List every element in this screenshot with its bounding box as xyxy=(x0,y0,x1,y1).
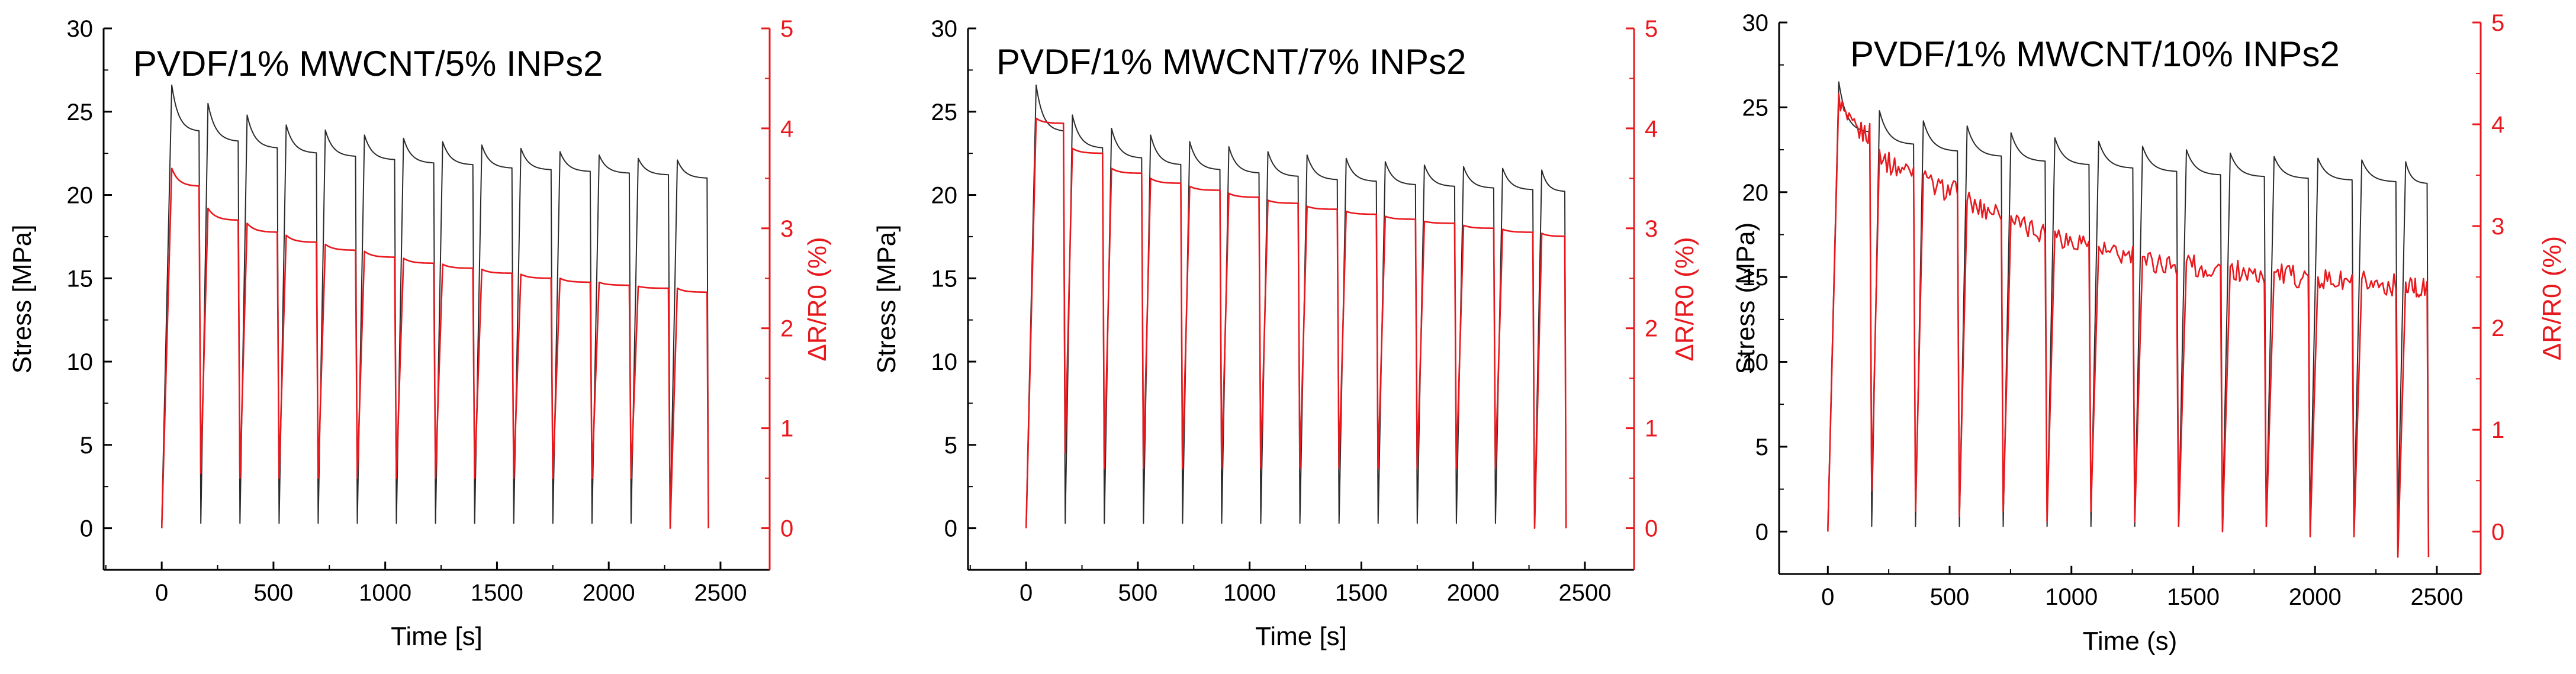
y2-tick-label: 1 xyxy=(780,416,793,442)
y2-tick-label: 3 xyxy=(780,216,793,242)
chart-title: PVDF/1% MWCNT/5% INPs2 xyxy=(133,44,603,83)
y2-tick-label: 0 xyxy=(780,516,793,542)
chart-title: PVDF/1% MWCNT/7% INPs2 xyxy=(996,42,1466,82)
y2-axis-label: ΔR/R0 (%) xyxy=(1670,237,1699,361)
y-tick-label: 20 xyxy=(1742,180,1769,206)
chart-panel-2: 0 5 10 15 20 25 30 0 1 2 3 4 5 0 500 1000 1500 2000 2500 PV… xyxy=(872,16,1699,651)
stress-series-line xyxy=(1827,81,2429,527)
x-tick-label: 2500 xyxy=(1558,580,1611,606)
y-tick-label: 25 xyxy=(931,99,958,125)
y-tick-label: 20 xyxy=(67,183,94,209)
x-axis-label: Time [s] xyxy=(391,622,483,651)
x-tick-label: 1000 xyxy=(359,580,411,606)
y-axis-label: Stress [MPa] xyxy=(8,225,37,374)
x-axis-label: Time [s] xyxy=(1255,622,1347,651)
y-tick-label: 0 xyxy=(1755,519,1768,545)
x-tick-label: 1500 xyxy=(1335,580,1388,606)
y-tick-label: 15 xyxy=(931,266,958,292)
y2-tick-label: 5 xyxy=(1645,16,1658,42)
resistance-series-line xyxy=(1025,117,1567,529)
y-tick-label: 30 xyxy=(67,16,94,42)
x-tick-label: 500 xyxy=(1930,584,1970,610)
y-tick-label: 0 xyxy=(944,516,957,542)
y2-tick-label: 4 xyxy=(2491,112,2504,138)
y2-tick-label: 3 xyxy=(1645,216,1658,242)
y-tick-label: 25 xyxy=(67,99,94,125)
y-tick-label: 10 xyxy=(67,349,94,375)
y-tick-label: 15 xyxy=(67,266,94,292)
x-tick-label: 1500 xyxy=(471,580,523,606)
x-tick-label: 1000 xyxy=(1223,580,1276,606)
chart-title: PVDF/1% MWCNT/10% INPs2 xyxy=(1850,34,2340,74)
chart-panel-3: 0 5 10 15 20 25 30 0 1 2 3 4 5 0 500 1000 1500 2000 2500 PV… xyxy=(1731,10,2567,656)
stress-series-line xyxy=(1025,84,1567,524)
y-tick-label: 20 xyxy=(931,183,958,209)
x-tick-label: 2500 xyxy=(694,580,747,606)
stress-series-line xyxy=(161,84,709,524)
y2-tick-label: 1 xyxy=(2491,417,2504,443)
resistance-series-line xyxy=(160,167,709,529)
y-axis-label: Stress (MPa) xyxy=(1731,222,1760,375)
resistance-series-line xyxy=(1827,93,2430,558)
y-tick-label: 5 xyxy=(944,433,957,459)
y-tick-label: 5 xyxy=(80,433,93,459)
x-axis-label: Time (s) xyxy=(2083,627,2178,656)
x-tick-label: 1500 xyxy=(2167,584,2220,610)
x-tick-label: 2500 xyxy=(2410,584,2463,610)
x-tick-label: 500 xyxy=(1118,580,1158,606)
x-tick-label: 0 xyxy=(155,580,168,606)
y2-tick-label: 0 xyxy=(2491,519,2504,545)
y-tick-label: 10 xyxy=(1742,350,1769,376)
y2-tick-label: 2 xyxy=(1645,316,1658,342)
x-tick-label: 500 xyxy=(254,580,294,606)
y-tick-label: 30 xyxy=(1742,10,1769,36)
y2-tick-label: 5 xyxy=(780,16,793,42)
x-tick-label: 2000 xyxy=(583,580,635,606)
y-tick-label: 0 xyxy=(80,516,93,542)
x-tick-label: 0 xyxy=(1020,580,1033,606)
x-tick-label: 2000 xyxy=(1447,580,1500,606)
y2-tick-label: 1 xyxy=(1645,416,1658,442)
y2-tick-label: 2 xyxy=(2491,315,2504,341)
y2-axis-label: ΔR/R0 (%) xyxy=(803,237,832,361)
x-tick-label: 2000 xyxy=(2289,584,2342,610)
y-tick-label: 15 xyxy=(1742,265,1769,291)
y2-axis-label: ΔR/R0 (%) xyxy=(2538,236,2567,360)
x-tick-label: 1000 xyxy=(2045,584,2098,610)
y2-tick-label: 4 xyxy=(780,116,793,142)
y-tick-label: 30 xyxy=(931,16,958,42)
chart-panel-1: 0 5 10 15 20 25 30 0 1 2 3 4 5 0 500 1000 1500 2000 2500 PV… xyxy=(8,16,832,651)
y2-tick-label: 0 xyxy=(1645,516,1658,542)
y-tick-label: 25 xyxy=(1742,95,1769,121)
y-tick-label: 10 xyxy=(931,349,958,375)
y2-tick-label: 4 xyxy=(1645,116,1658,142)
x-tick-label: 0 xyxy=(1821,584,1834,610)
y2-tick-label: 2 xyxy=(780,316,793,342)
y-axis-label: Stress [MPa] xyxy=(872,225,901,374)
y-tick-label: 5 xyxy=(1755,434,1768,460)
y2-tick-label: 5 xyxy=(2491,10,2504,36)
y2-tick-label: 3 xyxy=(2491,214,2504,240)
